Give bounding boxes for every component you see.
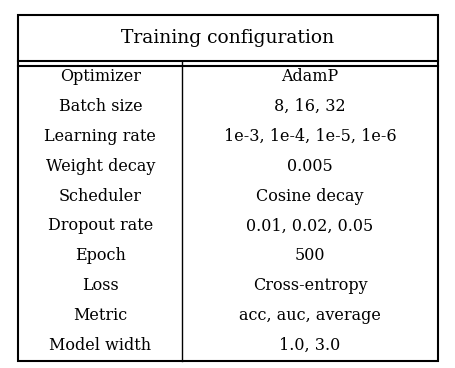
Text: 500: 500 bbox=[294, 247, 324, 265]
Text: Cross-entropy: Cross-entropy bbox=[252, 277, 367, 294]
Text: Batch size: Batch size bbox=[58, 98, 142, 115]
Text: AdamP: AdamP bbox=[281, 68, 338, 85]
Text: Model width: Model width bbox=[49, 337, 151, 354]
Text: Scheduler: Scheduler bbox=[59, 188, 142, 205]
Text: Metric: Metric bbox=[73, 307, 127, 324]
Text: 1.0, 3.0: 1.0, 3.0 bbox=[279, 337, 340, 354]
Text: Learning rate: Learning rate bbox=[44, 128, 156, 145]
Text: 8, 16, 32: 8, 16, 32 bbox=[273, 98, 345, 115]
Text: Optimizer: Optimizer bbox=[60, 68, 141, 85]
Text: Dropout rate: Dropout rate bbox=[48, 217, 152, 234]
Text: Weight decay: Weight decay bbox=[46, 158, 155, 175]
Text: 0.01, 0.02, 0.05: 0.01, 0.02, 0.05 bbox=[246, 217, 373, 234]
Text: Cosine decay: Cosine decay bbox=[256, 188, 363, 205]
Text: Loss: Loss bbox=[82, 277, 118, 294]
Text: 0.005: 0.005 bbox=[287, 158, 332, 175]
Text: acc, auc, average: acc, auc, average bbox=[238, 307, 380, 324]
Text: Epoch: Epoch bbox=[75, 247, 126, 265]
Text: 1e-3, 1e-4, 1e-5, 1e-6: 1e-3, 1e-4, 1e-5, 1e-6 bbox=[223, 128, 395, 145]
Text: Training configuration: Training configuration bbox=[121, 29, 334, 47]
